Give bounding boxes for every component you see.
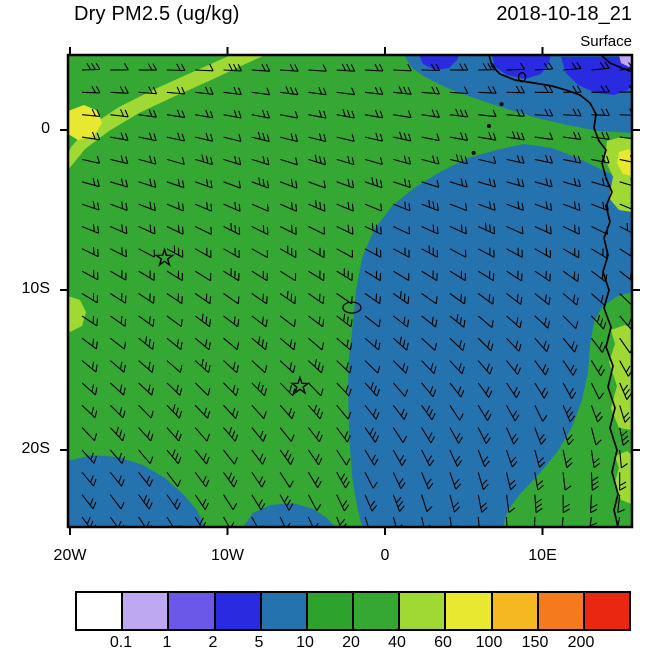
colorbar-cell	[492, 593, 539, 629]
field-region-oceanic-low-main	[348, 144, 632, 527]
wind-barbs	[81, 61, 632, 527]
colorbar-label: 100	[475, 634, 503, 651]
field-region-deep-low-north-2	[492, 55, 551, 79]
x-axis-label: 10W	[211, 547, 244, 564]
star-marker-ascension-island	[154, 247, 175, 267]
level-label: Surface	[580, 33, 632, 50]
field-layer	[68, 55, 632, 527]
colorbar-cell	[446, 593, 493, 629]
colorbar-cell	[584, 593, 630, 629]
field-region-very-low-corner	[619, 55, 632, 67]
y-axis-label: 10S	[21, 280, 50, 297]
plot-datetime: 2018-10-18_21	[496, 3, 632, 25]
colorbar-cell	[77, 593, 124, 629]
island-annobon	[471, 150, 476, 155]
colorbar-label: 20	[342, 634, 360, 651]
colorbar-label: 200	[567, 634, 595, 651]
field-region-elevated-coast-mid	[609, 325, 632, 430]
field-region-high-patch-coast	[617, 149, 632, 176]
field-region-elevated-coast-south	[615, 451, 632, 504]
colorbar-label: 10	[296, 634, 314, 651]
colorbar-cell	[261, 593, 308, 629]
colorbar-label: 5	[254, 634, 264, 651]
colorbar-cell	[169, 593, 216, 629]
x-axis-label: 0	[380, 547, 390, 564]
colorbar-cell	[215, 593, 262, 629]
island-principe	[499, 102, 504, 107]
colorbar-cell	[400, 593, 447, 629]
star-marker-st-helena	[289, 375, 311, 395]
colorbar-label: 1	[162, 634, 172, 651]
coastline-layer	[488, 55, 632, 527]
islands-layer	[342, 72, 527, 314]
y-axis-label: 20S	[21, 440, 50, 457]
field-region-deep-low-northeast	[561, 57, 632, 95]
colorbar-cell	[538, 593, 585, 629]
colorbar-cell	[123, 593, 170, 629]
axis-ticks	[60, 47, 640, 535]
colorbar-cell	[307, 593, 355, 629]
x-axis-label: 10E	[528, 547, 557, 564]
colorbar-label: 40	[388, 634, 406, 651]
colorbar	[75, 591, 631, 631]
plot-title: Dry PM2.5 (ug/kg)	[74, 3, 240, 25]
colorbar-label: 60	[434, 634, 452, 651]
colorbar-label: 2	[208, 634, 218, 651]
field-region-high-patch-west	[68, 105, 102, 140]
field-region-deep-low-north-1	[419, 55, 459, 70]
colorbar-cell	[354, 593, 401, 629]
field-region-oceanic-low-southwest	[68, 455, 205, 527]
island-sao-tome	[486, 124, 491, 128]
x-axis-label: 20W	[53, 547, 87, 564]
field-region-elevated-patch-west-mid	[68, 296, 86, 332]
field-region-oceanic-low-south-mid	[243, 503, 335, 527]
y-axis-label: 0	[41, 120, 50, 137]
colorbar-label: 150	[521, 634, 549, 651]
colorbar-label: 0.1	[109, 634, 133, 651]
